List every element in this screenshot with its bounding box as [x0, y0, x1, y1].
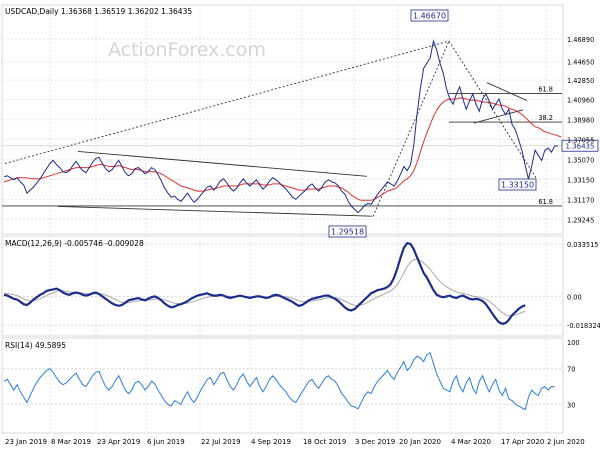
macd-y-tick-label: 0.00 — [567, 293, 582, 301]
macd-y-tick-label: -0.018324 — [567, 322, 600, 330]
x-tick-label: 8 Mar 2019 — [51, 438, 91, 446]
x-tick-label: 6 Jun 2019 — [147, 438, 185, 446]
price-y-tick-label: 1.31170 — [567, 197, 594, 205]
price-y-tick-label: 1.37055 — [567, 136, 594, 144]
sma-line — [3, 97, 562, 201]
triangle-lower-line — [473, 109, 524, 124]
macd-title: MACD(12,26,9) -0.005746 -0.009028 — [5, 239, 144, 248]
high-label-box — [410, 9, 449, 22]
price-panel-frame — [1, 4, 564, 235]
price-y-tick-label: 1.42850 — [567, 77, 594, 85]
rsi-y-tick-label: 100 — [567, 339, 580, 347]
low-a-label-box — [328, 225, 367, 238]
descending-lower-trendline — [57, 205, 373, 217]
price-y-tick-label: 1.33150 — [567, 176, 594, 184]
x-tick-label: 22 Jul 2019 — [201, 438, 241, 446]
descending-upper-trendline — [77, 150, 368, 177]
fib-mid-label: 38.2 — [538, 114, 553, 122]
price-y-tick-label: 1.35070 — [567, 157, 594, 165]
high-label: 1.46670 — [413, 12, 446, 21]
dotted-rising-trendline — [4, 40, 450, 164]
price-header: USDCAD,Daily 1.36368 1.36519 1.36202 1.3… — [5, 7, 192, 16]
price-y-tick-label: 1.38980 — [567, 117, 594, 125]
rsi-y-tick-label: 70 — [567, 366, 575, 374]
x-tick-label: 23 Apr 2019 — [97, 438, 140, 446]
x-axis-ticks: 23 Jan 2019 8 Mar 2019 23 Apr 2019 6 Jun 20… — [5, 438, 585, 446]
macd-grid — [3, 237, 562, 335]
x-tick-label: 4 Mar 2020 — [451, 438, 491, 446]
x-tick-label: 20 Jan 2020 — [399, 438, 441, 446]
y-axis-ticks: 1.46890 1.44650 1.42850 1.40960 1.38980 1.370… — [567, 36, 600, 409]
price-labels: 1.46670 1.29518 1.33150 61.8 38.2 61.8 1.36435 — [328, 9, 599, 238]
low-a-label: 1.29518 — [331, 228, 364, 237]
x-tick-label: 2 Jun 2020 — [547, 438, 585, 446]
rsi-y-tick-label: 30 — [567, 401, 575, 409]
macd-line — [3, 241, 526, 325]
low-b-label: 1.33150 — [501, 181, 534, 190]
rsi-panel-frame — [1, 337, 564, 434]
price-grid — [3, 6, 562, 233]
low-b-label-box — [498, 178, 537, 191]
x-tick-label: 17 Apr 2020 — [501, 438, 544, 446]
price-line — [3, 39, 559, 214]
watermark: ActionForex.com — [108, 39, 266, 61]
x-tick-label: 4 Sep 2019 — [251, 438, 291, 446]
rsi-grid — [3, 339, 562, 432]
x-tick-label: 23 Jan 2019 — [5, 438, 47, 446]
last-price-tag: 1.36435 — [566, 143, 595, 151]
x-tick-label: 3 Dec 2019 — [355, 438, 395, 446]
price-y-tick-label: 1.44650 — [567, 59, 594, 67]
dotted-decline-line — [448, 40, 538, 180]
price-overlays — [2, 40, 562, 217]
price-y-tick-label: 1.40960 — [567, 96, 594, 104]
fib-top-label: 61.8 — [538, 85, 553, 93]
rsi-title: RSI(14) 49.5895 — [5, 341, 66, 350]
macd-y-tick-label: 0.033515 — [567, 241, 598, 249]
triangle-upper-line — [486, 82, 528, 101]
last-price-tag-box — [561, 139, 599, 152]
price-y-tick-label: 1.46890 — [567, 36, 594, 44]
x-tick-label: 18 Oct 2019 — [303, 438, 346, 446]
macd-panel-frame — [1, 235, 564, 337]
fib-bottom-label: 61.8 — [538, 198, 553, 206]
price-y-tick-label: 1.29245 — [567, 216, 594, 224]
rsi-line — [3, 351, 555, 411]
